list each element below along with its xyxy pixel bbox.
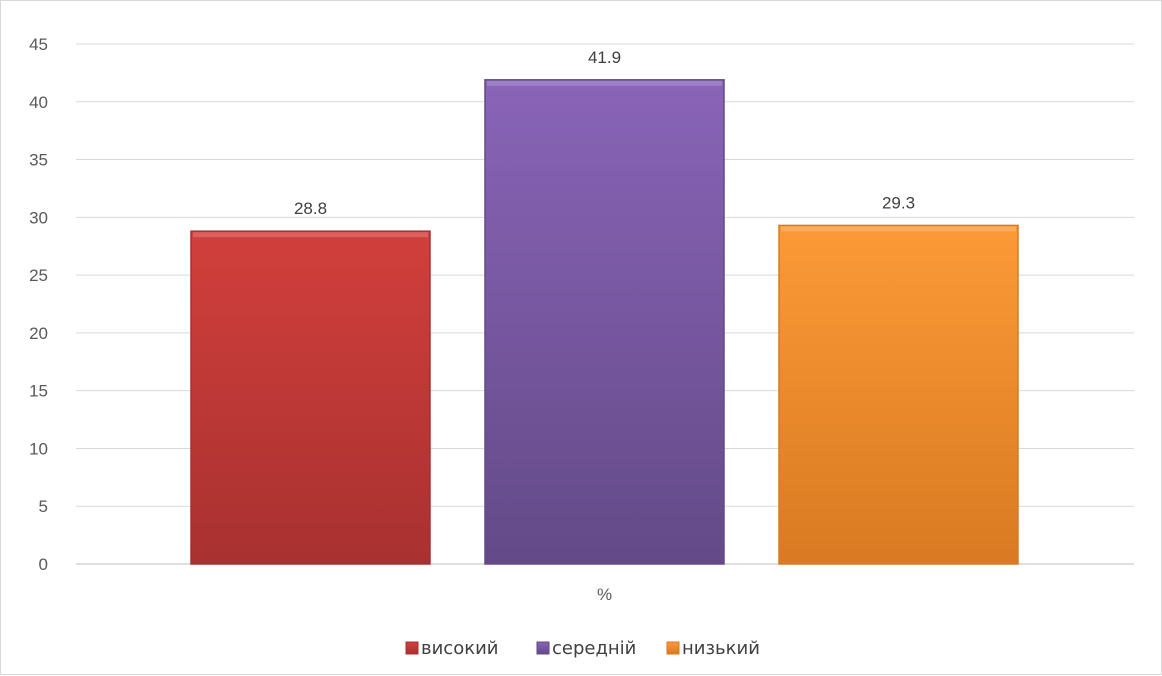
data-label: 28.8 [294, 199, 327, 218]
legend-label: середній [552, 638, 636, 659]
y-tick-label: 30 [29, 208, 48, 227]
legend-label: високий [421, 638, 498, 659]
legend: високий середній низький [405, 638, 760, 659]
y-tick-label: 35 [29, 151, 48, 170]
bar-3 [778, 224, 1019, 565]
y-tick-label: 20 [29, 324, 48, 343]
data-labels: 28.8 41.9 29.3 [294, 48, 915, 218]
legend-label: низький [682, 638, 760, 659]
y-tick-label: 10 [29, 439, 48, 458]
bar-2 [484, 79, 725, 565]
bar-bevel [781, 226, 1016, 232]
x-category-label: % [597, 585, 612, 604]
data-label: 41.9 [588, 48, 621, 67]
legend-swatch [536, 641, 550, 655]
x-axis-categories: % [597, 585, 612, 604]
y-tick-label: 25 [29, 266, 48, 285]
legend-swatch [405, 641, 419, 655]
bars [190, 79, 1019, 565]
bar-1 [190, 230, 431, 565]
y-tick-label: 15 [29, 382, 48, 401]
y-tick-label: 5 [39, 497, 48, 516]
bar-bevel [487, 80, 722, 86]
y-axis-ticks: 0 5 10 15 20 25 30 35 40 45 [29, 35, 48, 574]
bar-bevel [193, 232, 428, 238]
y-tick-label: 40 [29, 93, 48, 112]
data-label: 29.3 [882, 193, 915, 212]
legend-swatch [666, 641, 680, 655]
y-tick-label: 0 [39, 555, 48, 574]
y-tick-label: 45 [29, 35, 48, 54]
